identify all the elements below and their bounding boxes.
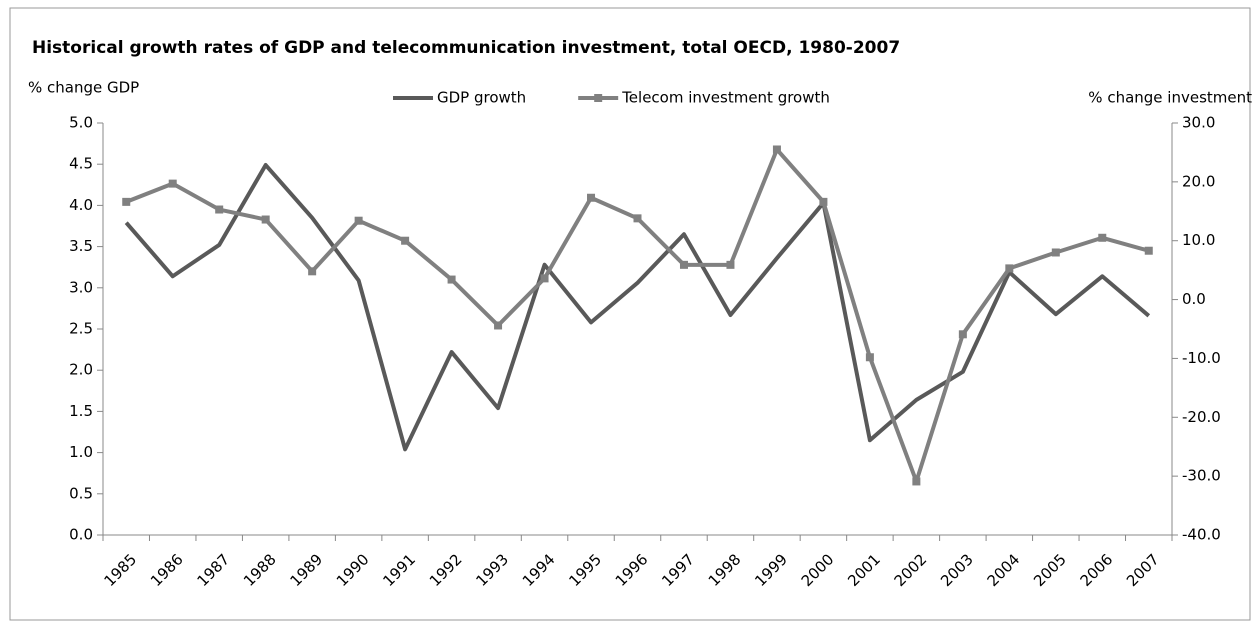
y-tick-label: 0.0 bbox=[69, 526, 93, 544]
chart-frame bbox=[9, 7, 1251, 621]
y-tick-label: 2.5 bbox=[69, 320, 93, 338]
data-marker bbox=[215, 205, 224, 214]
data-marker bbox=[633, 214, 642, 223]
y2-tick-label: -20.0 bbox=[1182, 408, 1221, 426]
data-marker bbox=[1051, 248, 1060, 257]
data-marker bbox=[772, 145, 781, 154]
data-marker bbox=[1144, 246, 1153, 255]
data-marker bbox=[1098, 233, 1107, 242]
data-marker bbox=[865, 353, 874, 362]
y-axis-label: % change GDP bbox=[28, 79, 139, 97]
y-tick-label: 4.5 bbox=[69, 155, 93, 173]
y-tick-label: 5.0 bbox=[69, 114, 93, 132]
data-marker bbox=[912, 477, 921, 486]
data-marker bbox=[354, 216, 363, 225]
data-marker bbox=[308, 267, 317, 276]
data-marker bbox=[587, 193, 596, 202]
y-tick-label: 0.5 bbox=[69, 484, 93, 502]
y2-tick-label: 0.0 bbox=[1182, 290, 1206, 308]
y-tick-label: 3.5 bbox=[69, 237, 93, 255]
data-marker bbox=[726, 260, 735, 269]
y2-tick-label: 10.0 bbox=[1182, 231, 1215, 249]
y2-tick-label: 30.0 bbox=[1182, 114, 1215, 132]
y-tick-label: 1.0 bbox=[69, 443, 93, 461]
data-marker bbox=[1005, 264, 1014, 273]
data-marker bbox=[261, 215, 270, 224]
data-marker bbox=[494, 321, 503, 330]
data-marker bbox=[122, 197, 131, 206]
data-marker bbox=[168, 179, 177, 188]
data-marker bbox=[447, 275, 456, 284]
data-marker bbox=[958, 330, 967, 339]
chart-title: Historical growth rates of GDP and telec… bbox=[32, 38, 900, 58]
legend-label: Telecom investment growth bbox=[621, 89, 830, 107]
y-tick-label: 2.0 bbox=[69, 361, 93, 379]
y2-tick-label: -40.0 bbox=[1182, 526, 1221, 544]
y2-tick-label: -30.0 bbox=[1182, 467, 1221, 485]
legend-marker bbox=[594, 94, 603, 102]
y2-tick-label: 20.0 bbox=[1182, 172, 1215, 190]
y-tick-label: 3.0 bbox=[69, 278, 93, 296]
data-marker bbox=[679, 260, 688, 269]
y2-axis-label: % change investment bbox=[1088, 89, 1252, 107]
y2-tick-label: -10.0 bbox=[1182, 349, 1221, 367]
data-line bbox=[124, 163, 1151, 452]
data-marker bbox=[401, 236, 410, 245]
y-tick-label: 4.0 bbox=[69, 196, 93, 214]
data-marker bbox=[540, 274, 549, 283]
legend-label: GDP growth bbox=[437, 89, 526, 107]
y-tick-label: 1.5 bbox=[69, 402, 93, 420]
data-marker bbox=[819, 197, 828, 206]
